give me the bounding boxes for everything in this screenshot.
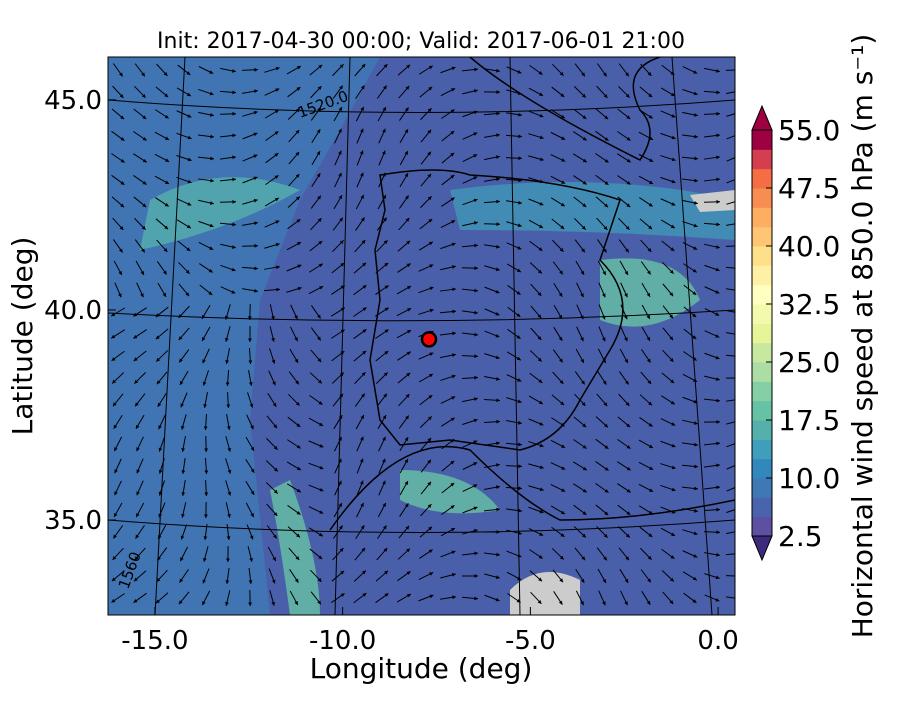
colorbar-band <box>752 381 772 401</box>
colorbar-band <box>752 343 772 363</box>
wind-arrow-head <box>738 289 742 293</box>
colorbar-extend-high <box>752 106 772 130</box>
wind-arrow-head <box>738 199 742 203</box>
wind-arrow-head <box>738 89 742 93</box>
colorbar-band <box>752 246 772 266</box>
wind-arrow-head <box>738 266 742 270</box>
colorbar-label: Horizontal wind speed at 850.0 hPa (m s⁻… <box>846 34 879 639</box>
wind-arrow-head <box>738 221 742 225</box>
colorbar-band <box>752 149 772 169</box>
wind-arrow-head <box>738 441 742 445</box>
wind-arrow-head <box>738 244 742 248</box>
colorbar-band <box>752 304 772 324</box>
colorbar-band <box>752 265 772 285</box>
colorbar-tick-label: 2.5 <box>778 520 823 553</box>
x-tick-label: -15.0 <box>121 626 188 656</box>
wind-arrow-head <box>738 111 742 115</box>
wind-arrow-head <box>737 485 741 489</box>
wind-arrow <box>726 246 742 247</box>
wind-arrow-head <box>738 507 742 511</box>
colorbar-band <box>752 323 772 343</box>
location-marker <box>422 332 436 346</box>
wind-arrow-head <box>738 529 742 533</box>
colorbar-band <box>752 188 772 208</box>
wind-arrow-head <box>738 397 742 401</box>
y-tick-label: 45.0 <box>44 86 102 116</box>
wind-arrow-head <box>738 597 742 601</box>
colorbar-tick-label: 10.0 <box>778 462 840 495</box>
colorbar-band <box>752 130 772 150</box>
wind-arrow-head <box>738 333 742 337</box>
colorbar-tick-label: 40.0 <box>778 230 840 263</box>
colorbar-tick-label: 55.0 <box>778 114 840 147</box>
y-axis-label: Latitude (deg) <box>6 237 39 436</box>
colorbar-band <box>752 497 772 517</box>
wind-arrow-head <box>738 574 742 578</box>
colorbar-band <box>752 459 772 479</box>
wind-arrow-head <box>738 419 742 423</box>
colorbar-tick-label: 17.5 <box>778 404 840 437</box>
colorbar-band <box>752 478 772 498</box>
wind-arrow-head <box>737 177 741 181</box>
colorbar-extend-low <box>752 536 772 560</box>
wind-arrow-head <box>737 133 741 137</box>
colorbar-band <box>752 401 772 421</box>
colorbar-band <box>752 285 772 305</box>
wind-arrow-head <box>738 552 742 556</box>
y-tick-label: 35.0 <box>44 506 102 536</box>
colorbar-tick-label: 32.5 <box>778 288 840 321</box>
colorbar-band <box>752 207 772 227</box>
colorbar-band <box>752 439 772 459</box>
wind-arrow-head <box>738 68 742 72</box>
x-tick-label: -10.0 <box>309 626 376 656</box>
x-tick-label: 0.0 <box>697 626 738 656</box>
colorbar-tick-label: 25.0 <box>778 346 840 379</box>
wind-arrow-head <box>738 311 742 315</box>
colorbar-tick-label: 47.5 <box>778 172 840 205</box>
colorbar-band <box>752 362 772 382</box>
chart-title: Init: 2017-04-30 00:00; Valid: 2017-06-0… <box>157 29 685 54</box>
colorbar-band <box>752 169 772 189</box>
x-axis-label: Longitude (deg) <box>310 652 533 685</box>
wind-arrow-head <box>738 376 742 380</box>
y-tick-label: 40.0 <box>44 296 102 326</box>
wind-arrow-head <box>738 355 742 359</box>
wind-arrow-head <box>737 154 741 158</box>
wind-arrow-head <box>737 462 741 466</box>
colorbar-band <box>752 227 772 247</box>
colorbar-band <box>752 517 772 537</box>
x-tick-label: -5.0 <box>505 626 556 656</box>
colorbar-band <box>752 420 772 440</box>
